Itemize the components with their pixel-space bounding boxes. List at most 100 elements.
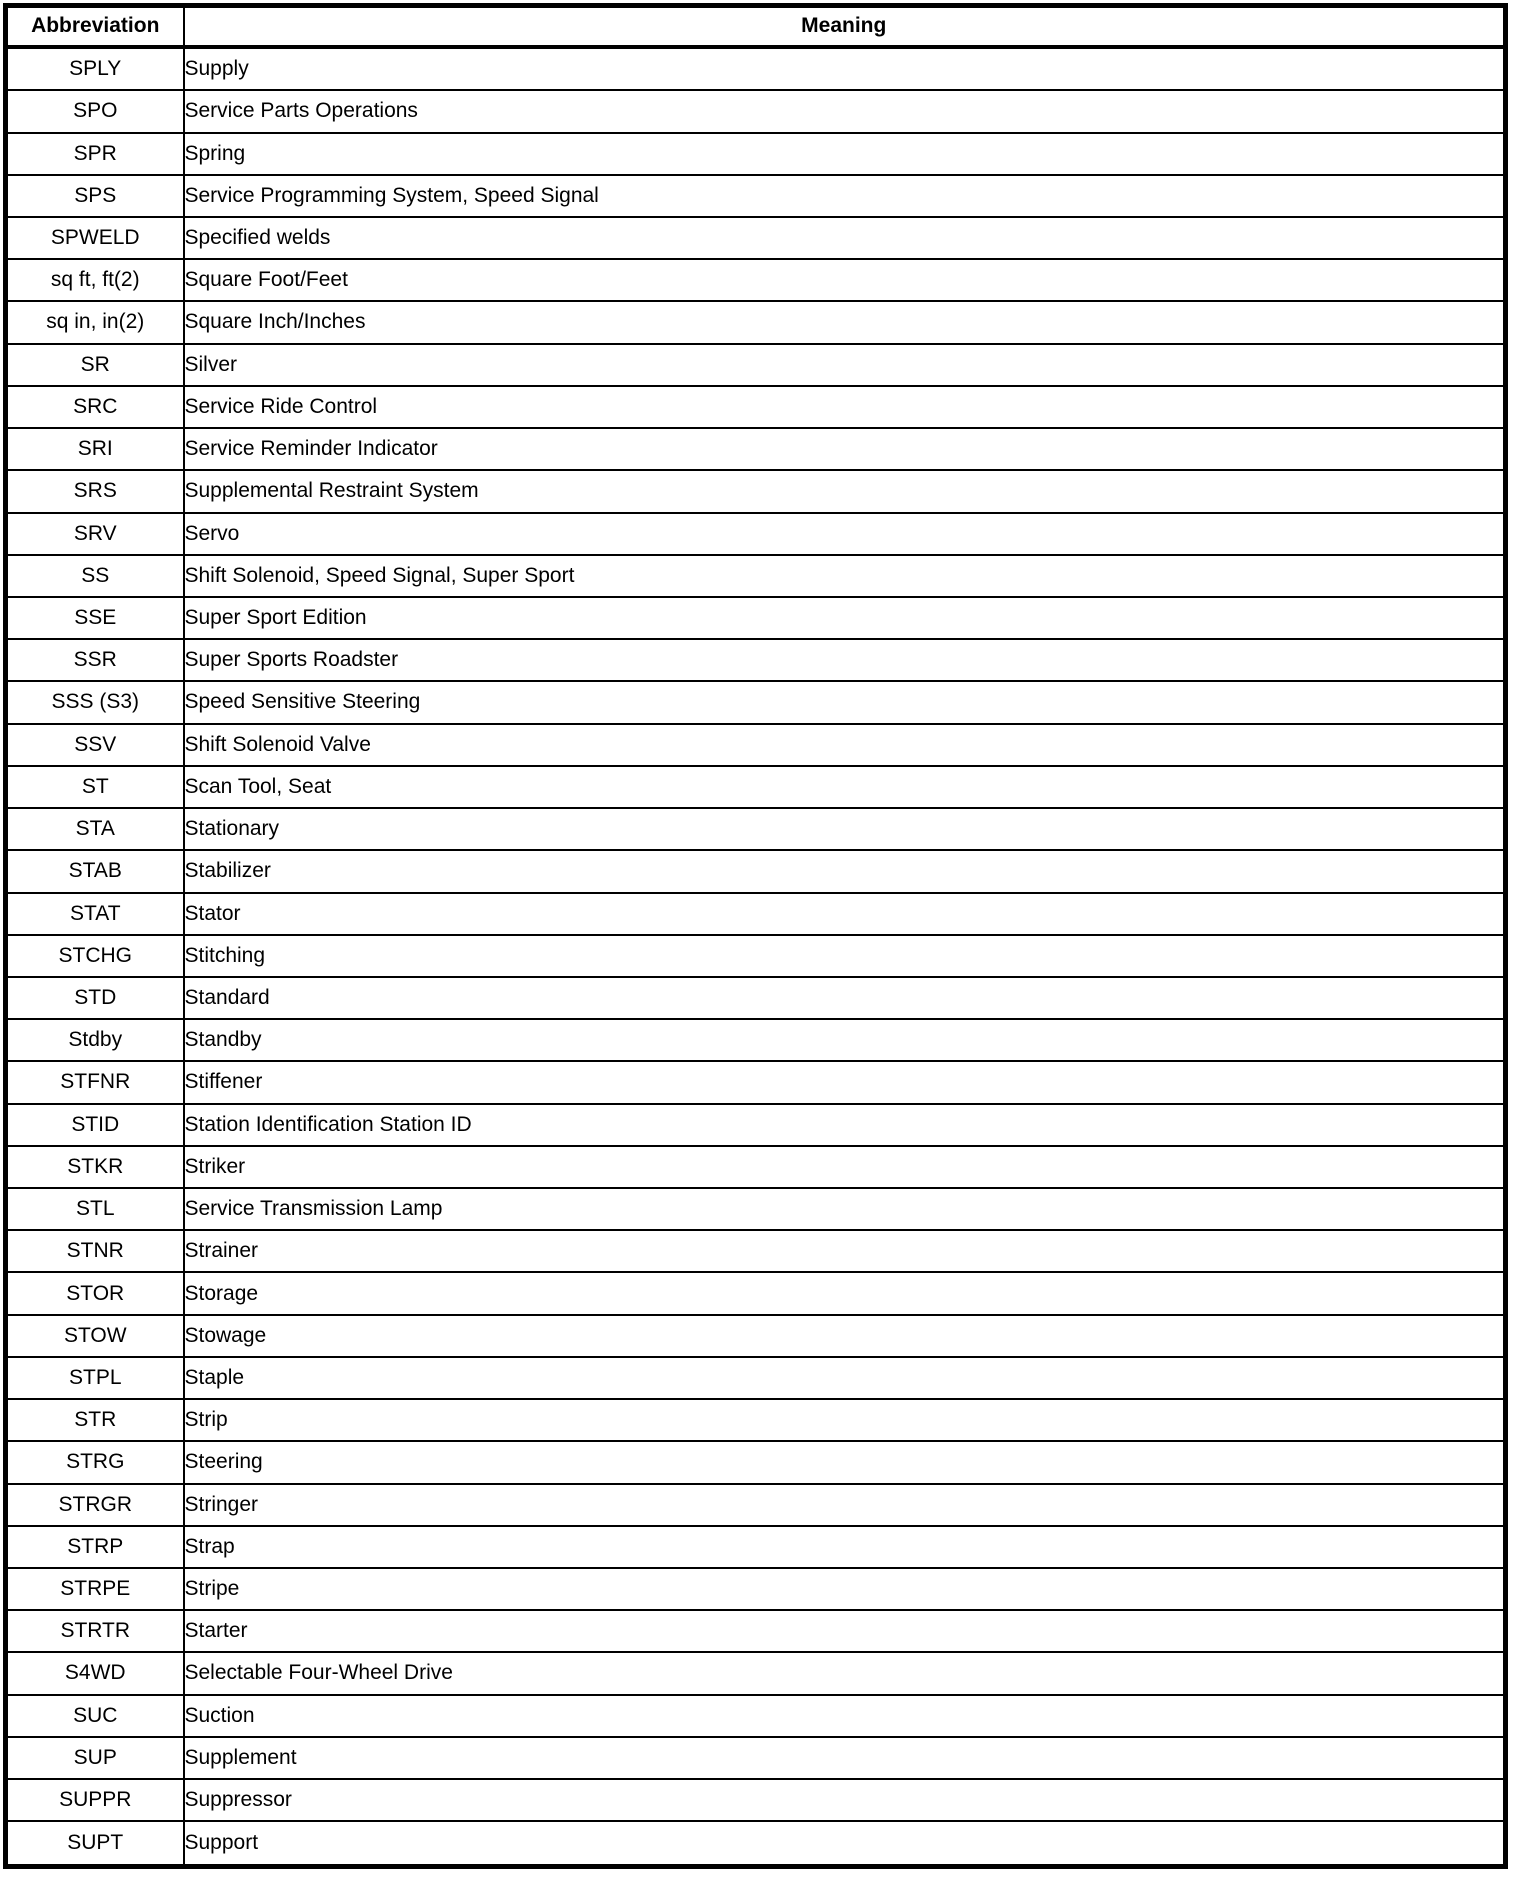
meaning-cell: Scan Tool, Seat [182,764,1507,810]
meaning-cell: Service Transmission Lamp [182,1187,1507,1232]
abbreviation-cell: SRS [4,469,185,514]
abbreviation-cell: SRV [4,511,185,556]
table-row: SSV Shift Solenoid Valve [4,722,1507,767]
meaning-cell: Strap [182,1524,1507,1570]
header-row: Abbreviation Meaning [4,4,1507,49]
table-row: SPO Service Parts Operations [4,89,1507,134]
column-header-meaning: Meaning [182,4,1507,49]
table-row: Stdby Standby [4,1018,1507,1063]
abbreviation-cell: Stdby [4,1018,185,1063]
table-row: STRGR Stringer [4,1482,1507,1527]
meaning-cell: Square Foot/Feet [182,258,1507,303]
table-row: SRC Service Ride Control [4,384,1507,430]
table-row: STOW Stowage [4,1313,1507,1358]
meaning-cell: Silver [182,342,1507,387]
abbreviation-cell: STL [4,1187,185,1232]
table-row: STR Strip [4,1398,1507,1443]
meaning-cell: Super Sports Roadster [182,638,1507,683]
abbreviation-table-container: Abbreviation Meaning SPLY Supply SPO Servic… [3,3,1508,1869]
table-row: SR Silver [4,342,1507,387]
abbreviation-cell: STOR [4,1271,185,1316]
meaning-cell: Selectable Four-Wheel Drive [182,1651,1507,1696]
meaning-cell: Staple [182,1355,1507,1401]
table-row: SSR Super Sports Roadster [4,638,1507,683]
table-row: STOR Storage [4,1271,1507,1316]
table-row: SPWELD Specified welds [4,215,1507,261]
abbreviation-cell: STAT [4,891,185,936]
abbreviation-cell: STFNR [4,1060,185,1105]
meaning-cell: Stiffener [182,1060,1507,1105]
abbreviation-table: Abbreviation Meaning SPLY Supply SPO Servic… [3,3,1508,1869]
table-row: STA Stationary [4,807,1507,852]
abbreviation-cell: ST [4,764,185,810]
meaning-cell: Shift Solenoid, Speed Signal, Super Spor… [182,553,1507,598]
table-row: sq in, in(2) Square Inch/Inches [4,300,1507,345]
abbreviation-cell: SPWELD [4,215,185,261]
table-row: SRI Service Reminder Indicator [4,427,1507,472]
meaning-cell: Steering [182,1440,1507,1485]
abbreviation-cell: sq in, in(2) [4,300,185,345]
meaning-cell: Super Sport Edition [182,595,1507,641]
meaning-cell: Standard [182,975,1507,1021]
meaning-cell: Service Reminder Indicator [182,427,1507,472]
abbreviation-cell: SSR [4,638,185,683]
abbreviation-cell: SPR [4,131,185,176]
meaning-cell: Stabilizer [182,849,1507,894]
table-body: SPLY Supply SPO Service Parts Operations SPR… [4,45,1507,1868]
table-row: SUPPR Suppressor [4,1778,1507,1823]
abbreviation-cell: STD [4,975,185,1021]
abbreviation-cell: STNR [4,1229,185,1274]
abbreviation-cell: STRPE [4,1566,185,1612]
meaning-cell: Service Parts Operations [182,89,1507,134]
abbreviation-cell: STRG [4,1440,185,1485]
meaning-cell: Strainer [182,1229,1507,1274]
meaning-cell: Service Programming System, Speed Signal [182,173,1507,219]
table-row: SRS Supplemental Restraint System [4,469,1507,514]
abbreviation-cell: STRGR [4,1482,185,1527]
meaning-cell: Station Identification Station ID [182,1102,1507,1147]
table-row: STRG Steering [4,1440,1507,1485]
meaning-cell: Stitching [182,933,1507,978]
meaning-cell: Strip [182,1398,1507,1443]
table-row: STCHG Stitching [4,933,1507,978]
table-row: ST Scan Tool, Seat [4,764,1507,810]
abbreviation-cell: STR [4,1398,185,1443]
meaning-cell: Supplemental Restraint System [182,469,1507,514]
abbreviation-cell: STRP [4,1524,185,1570]
abbreviation-cell: STAB [4,849,185,894]
abbreviation-cell: SS [4,553,185,598]
meaning-cell: Stationary [182,807,1507,852]
meaning-cell: Stowage [182,1313,1507,1358]
meaning-cell: Standby [182,1018,1507,1063]
table-row: STPL Staple [4,1355,1507,1401]
meaning-cell: Storage [182,1271,1507,1316]
table-row: SUC Suction [4,1693,1507,1738]
abbreviation-cell: SSE [4,595,185,641]
meaning-cell: Supplement [182,1735,1507,1781]
meaning-cell: Supply [182,45,1507,92]
meaning-cell: Stripe [182,1566,1507,1612]
abbreviation-cell: SRC [4,384,185,430]
column-header-abbreviation: Abbreviation [4,4,185,49]
abbreviation-cell: S4WD [4,1651,185,1696]
abbreviation-cell: STPL [4,1355,185,1401]
table-row: SPS Service Programming System, Speed Sig… [4,173,1507,219]
meaning-cell: Starter [182,1609,1507,1654]
abbreviation-cell: SPS [4,173,185,219]
abbreviation-cell: SUPPR [4,1778,185,1823]
abbreviation-cell: SR [4,342,185,387]
meaning-cell: Shift Solenoid Valve [182,722,1507,767]
table-row: STRTR Starter [4,1609,1507,1654]
table-row: STFNR Stiffener [4,1060,1507,1105]
meaning-cell: Service Ride Control [182,384,1507,430]
abbreviation-cell: STKR [4,1144,185,1190]
meaning-cell: Specified welds [182,215,1507,261]
table-row: SUPT Support [4,1820,1507,1868]
table-row: sq ft, ft(2) Square Foot/Feet [4,258,1507,303]
abbreviation-cell: SPO [4,89,185,134]
table-row: SSE Super Sport Edition [4,595,1507,641]
meaning-cell: Speed Sensitive Steering [182,680,1507,725]
table-row: SPLY Supply [4,45,1507,92]
abbreviation-cell: SSV [4,722,185,767]
